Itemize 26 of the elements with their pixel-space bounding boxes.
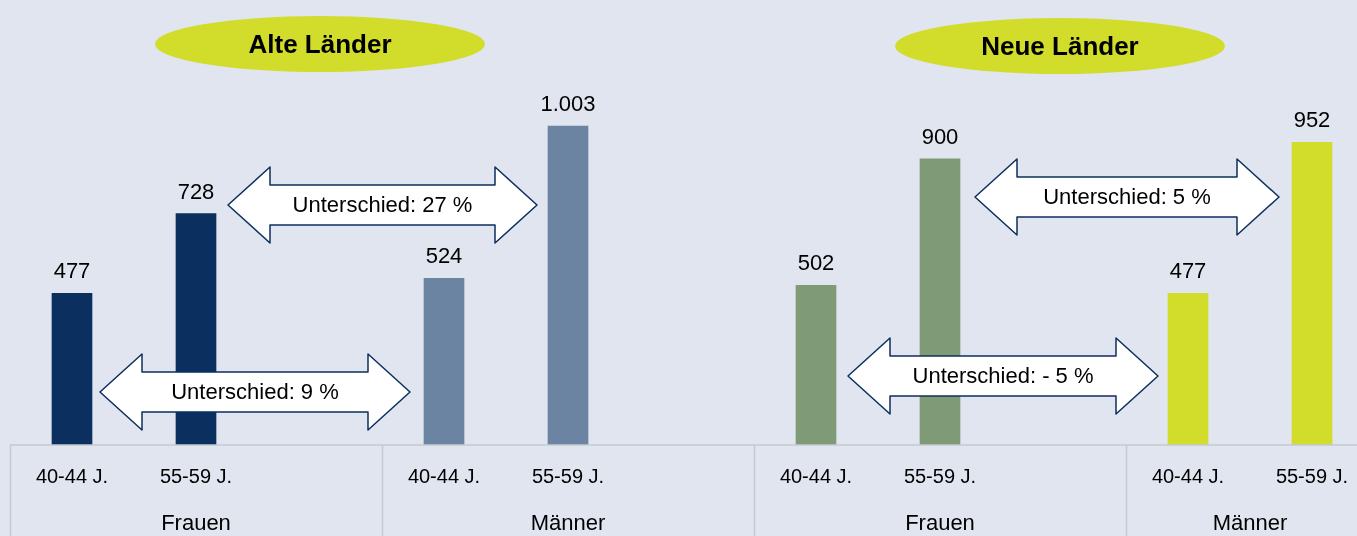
data-label: 524 xyxy=(425,243,463,269)
data-label: 477 xyxy=(53,258,91,284)
data-label: 728 xyxy=(177,178,215,204)
x-tick-label: 55-59 J. xyxy=(903,464,977,487)
x-tick-label: 40-44 J. xyxy=(779,464,853,487)
text: Neue Länder xyxy=(981,30,1139,62)
data-label: 1.003 xyxy=(540,91,596,117)
x-tick-label: 55-59 J. xyxy=(1275,464,1349,487)
data-label: 502 xyxy=(797,250,835,276)
data-label: 900 xyxy=(921,123,959,149)
text: Frauen xyxy=(905,510,975,536)
x-tick-label: 40-44 J. xyxy=(407,464,481,487)
text: Männer xyxy=(530,510,606,536)
x-tick-label: 55-59 J. xyxy=(531,464,605,487)
annotation: Unterschied: 9 % xyxy=(171,379,339,405)
text: Alte Länder xyxy=(248,28,392,60)
x-tick-label: 40-44 J. xyxy=(35,464,109,487)
annotation: Unterschied: - 5 % xyxy=(912,363,1094,389)
text: Männer xyxy=(1212,510,1288,536)
x-tick-label: 55-59 J. xyxy=(159,464,233,487)
data-label: 952 xyxy=(1293,107,1331,133)
text: Frauen xyxy=(161,510,231,536)
annotation: Unterschied: 5 % xyxy=(1043,184,1211,210)
x-tick-label: 40-44 J. xyxy=(1151,464,1225,487)
data-label: 477 xyxy=(1169,258,1207,284)
annotation: Unterschied: 27 % xyxy=(292,192,473,218)
